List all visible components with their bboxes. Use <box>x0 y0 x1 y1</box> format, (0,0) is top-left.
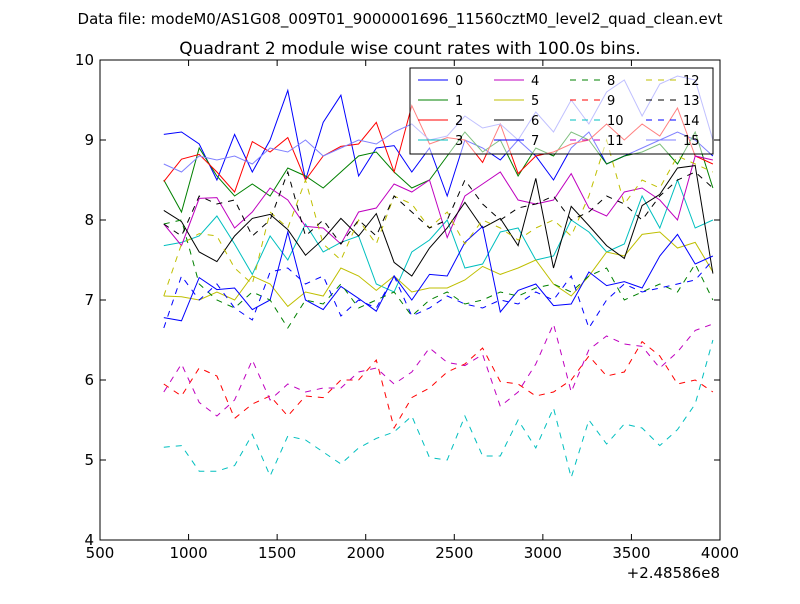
legend-label-11: 11 <box>607 134 624 149</box>
y-tick-label: 4 <box>84 531 94 549</box>
series-line-11 <box>163 322 714 417</box>
legend-label-7: 7 <box>531 134 539 149</box>
series-line-6 <box>163 165 714 277</box>
x-offset-label: +2.48586e8 <box>627 564 720 582</box>
series-line-10 <box>163 339 714 480</box>
series-line-4 <box>163 155 714 247</box>
legend-label-6: 6 <box>531 114 539 129</box>
series-line-5 <box>163 231 714 308</box>
data-file-caption: Data file: modeM0/AS1G08_009T01_90000016… <box>78 10 723 29</box>
legend-label-13: 13 <box>683 94 700 109</box>
legend-label-15: 15 <box>683 134 700 149</box>
series-line-1 <box>163 130 714 214</box>
y-tick-label: 7 <box>84 291 94 309</box>
y-tick-label: 5 <box>84 451 94 469</box>
y-tick-label: 8 <box>84 211 94 229</box>
legend-label-3: 3 <box>455 134 463 149</box>
x-tick-label: 1500 <box>258 544 296 562</box>
x-tick-label: 2000 <box>347 544 385 562</box>
series-line-9 <box>163 340 714 430</box>
series-line-12 <box>163 138 714 297</box>
legend-label-5: 5 <box>531 94 539 109</box>
x-tick-label: 3500 <box>612 544 650 562</box>
chart-title: Quadrant 2 module wise count rates with … <box>179 39 640 59</box>
series-line-14 <box>163 259 714 330</box>
legend-label-8: 8 <box>607 74 615 89</box>
y-tick-label: 10 <box>75 51 94 69</box>
x-axis: 500 1000 1500 2000 2500 3000 3500 4000 <box>86 60 739 562</box>
y-tick-label: 6 <box>84 371 94 389</box>
x-tick-label: 2500 <box>435 544 473 562</box>
x-tick-label: 4000 <box>701 544 739 562</box>
legend-label-9: 9 <box>607 94 615 109</box>
legend-label-1: 1 <box>455 94 463 109</box>
y-tick-label: 9 <box>84 131 94 149</box>
series-line-7 <box>163 225 714 322</box>
series-line-3 <box>163 178 714 293</box>
legend-label-10: 10 <box>607 114 624 129</box>
x-tick-label: 1000 <box>169 544 207 562</box>
x-tick-label: 3000 <box>524 544 562 562</box>
x-tick-label: 500 <box>86 544 115 562</box>
legend-label-14: 14 <box>683 114 700 129</box>
legend-label-12: 12 <box>683 74 700 89</box>
legend-label-2: 2 <box>455 114 463 129</box>
series-line-13 <box>163 170 714 245</box>
series-line-8 <box>163 219 714 329</box>
legend-label-0: 0 <box>455 74 463 89</box>
legend-label-4: 4 <box>531 74 539 89</box>
